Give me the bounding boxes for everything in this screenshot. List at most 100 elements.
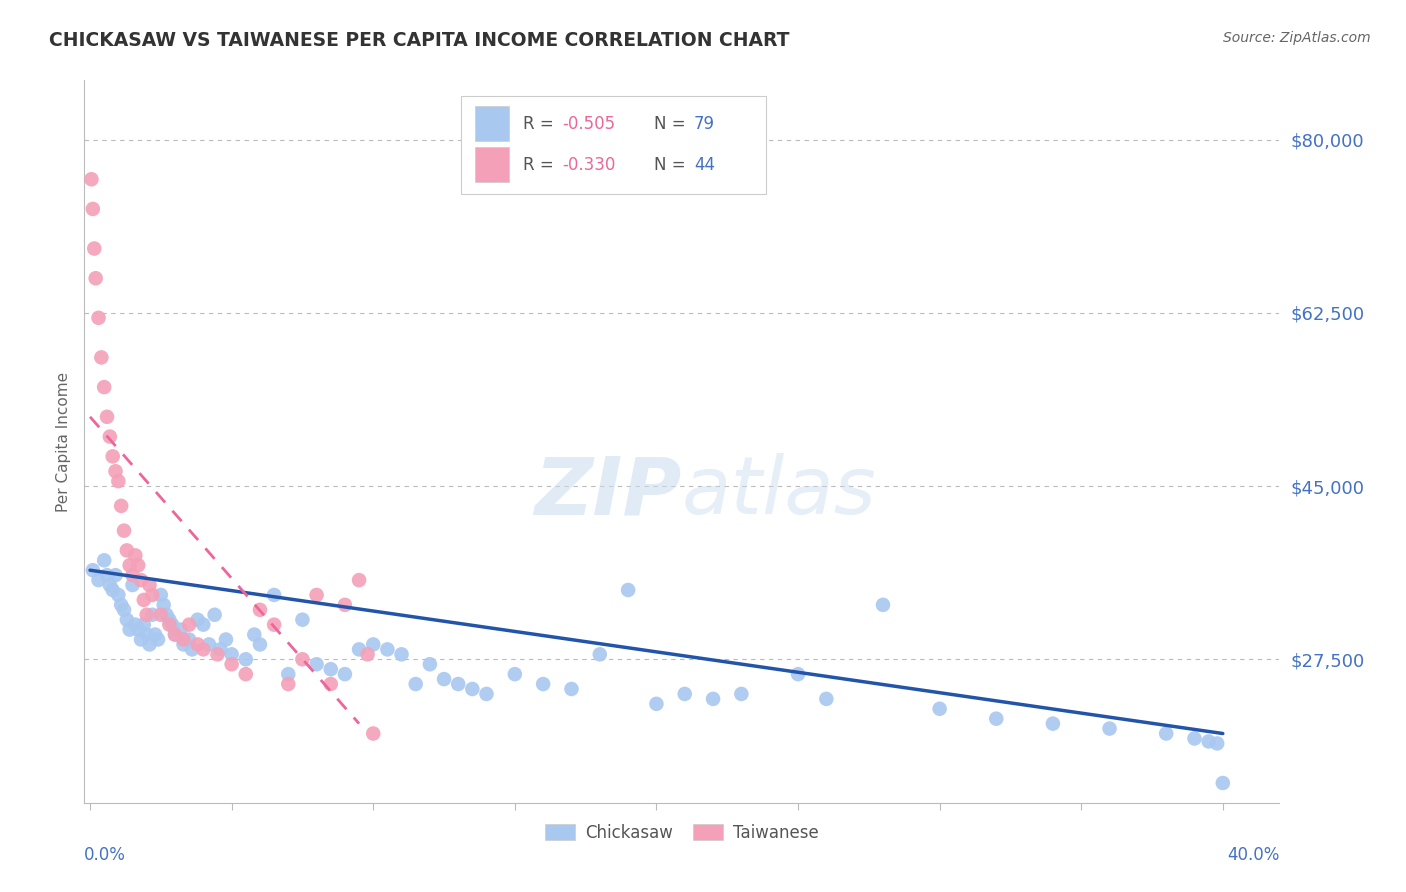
Point — [172, 632, 194, 647]
Text: 0.0%: 0.0% — [84, 847, 127, 864]
Point — [118, 558, 141, 573]
Point — [730, 687, 752, 701]
Point — [319, 662, 342, 676]
Point — [193, 617, 215, 632]
Point — [141, 607, 163, 622]
Text: CHICKASAW VS TAIWANESE PER CAPITA INCOME CORRELATION CHART: CHICKASAW VS TAIWANESE PER CAPITA INCOME… — [49, 31, 790, 50]
Point — [531, 677, 554, 691]
Point — [181, 642, 204, 657]
Point — [138, 637, 160, 651]
Point — [163, 627, 186, 641]
Point — [1198, 734, 1220, 748]
Point — [461, 681, 484, 696]
Point — [179, 617, 201, 632]
Point — [221, 648, 243, 662]
Text: N =: N = — [654, 115, 692, 133]
Point — [101, 450, 124, 464]
Point — [291, 613, 314, 627]
Point — [291, 652, 314, 666]
Point — [82, 563, 104, 577]
Point — [1206, 736, 1229, 750]
Point — [215, 632, 238, 647]
Point — [249, 637, 271, 651]
Point — [82, 202, 104, 216]
Point — [124, 617, 146, 632]
Point — [243, 627, 266, 641]
Text: 79: 79 — [695, 115, 714, 133]
Point — [928, 702, 950, 716]
Point — [1154, 726, 1177, 740]
Point — [333, 598, 356, 612]
Point — [118, 623, 141, 637]
Point — [157, 613, 180, 627]
Point — [333, 667, 356, 681]
Point — [347, 642, 370, 657]
Point — [305, 588, 328, 602]
Point — [235, 667, 257, 681]
Point — [249, 603, 271, 617]
Point — [319, 677, 342, 691]
Point — [1184, 731, 1206, 746]
Point — [87, 310, 110, 325]
Point — [155, 607, 177, 622]
Point — [152, 598, 174, 612]
Point — [143, 627, 166, 641]
Point — [129, 632, 152, 647]
Point — [589, 648, 612, 662]
Point — [124, 549, 146, 563]
Point — [347, 573, 370, 587]
Point — [149, 588, 172, 602]
Text: 44: 44 — [695, 156, 714, 174]
Text: atlas: atlas — [682, 453, 877, 531]
Point — [187, 637, 209, 651]
Point — [107, 588, 129, 602]
Point — [93, 553, 115, 567]
Point — [157, 617, 180, 632]
Point — [377, 642, 399, 657]
Text: ZIP: ZIP — [534, 453, 682, 531]
Point — [645, 697, 668, 711]
Point — [110, 598, 132, 612]
FancyBboxPatch shape — [461, 96, 766, 194]
Point — [433, 672, 456, 686]
Point — [90, 351, 112, 365]
Point — [141, 588, 163, 602]
Bar — [475, 147, 509, 182]
Point — [98, 578, 121, 592]
Point — [235, 652, 257, 666]
Point — [112, 603, 135, 617]
Point — [127, 623, 149, 637]
Point — [356, 648, 378, 662]
Point — [98, 429, 121, 443]
Text: Source: ZipAtlas.com: Source: ZipAtlas.com — [1223, 31, 1371, 45]
Text: N =: N = — [654, 156, 692, 174]
Point — [263, 588, 285, 602]
Point — [263, 617, 285, 632]
Point — [1098, 722, 1121, 736]
Y-axis label: Per Capita Income: Per Capita Income — [56, 371, 72, 512]
Point — [193, 642, 215, 657]
Point — [80, 172, 103, 186]
Point — [132, 617, 155, 632]
Point — [96, 409, 118, 424]
Text: 40.0%: 40.0% — [1227, 847, 1279, 864]
Point — [87, 573, 110, 587]
Point — [135, 607, 157, 622]
Point — [702, 691, 724, 706]
Point — [110, 499, 132, 513]
Point — [475, 687, 498, 701]
Point — [121, 568, 143, 582]
Point — [107, 474, 129, 488]
Point — [172, 637, 194, 651]
Legend: Chickasaw, Taiwanese: Chickasaw, Taiwanese — [538, 817, 825, 848]
Bar — [475, 106, 509, 141]
Point — [163, 627, 186, 641]
Point — [104, 568, 127, 582]
Point — [93, 380, 115, 394]
Text: -0.330: -0.330 — [562, 156, 616, 174]
Point — [187, 613, 209, 627]
Point — [121, 578, 143, 592]
Point — [419, 657, 441, 672]
Point — [160, 617, 183, 632]
Point — [204, 607, 226, 622]
